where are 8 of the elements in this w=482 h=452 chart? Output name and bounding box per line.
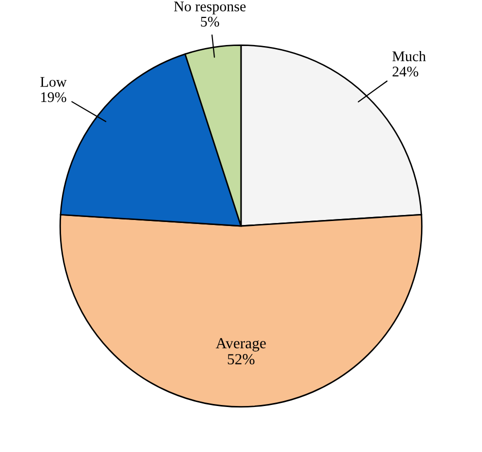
data-label: 52% xyxy=(228,354,254,364)
data-label: 24% xyxy=(392,66,418,77)
slice-label: Low xyxy=(40,77,67,87)
slice-label: Much xyxy=(392,50,426,62)
data-label: 19% xyxy=(41,92,66,102)
data-label: 5% xyxy=(201,16,220,27)
slice-label: No response xyxy=(174,2,246,14)
slice-label: Average xyxy=(216,338,266,352)
